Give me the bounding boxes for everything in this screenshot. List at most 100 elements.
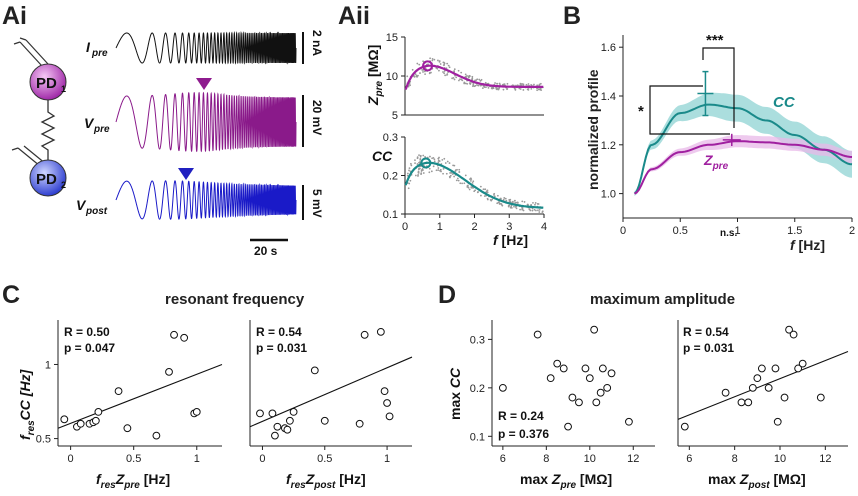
aii-top-scatter-point [466, 82, 469, 85]
d-left-point [575, 398, 583, 407]
aii-bottom-scatter-point [534, 203, 536, 206]
aii-top-scatter-point [495, 88, 498, 91]
c-left-xlabel-rest: Z [115, 471, 125, 487]
aii-top-scatter-point [460, 78, 463, 81]
aii-bottom-scatter-point [469, 180, 472, 182]
c-left-xlabel-rest-sub: pre [123, 480, 140, 491]
d-right-xtick-label: 8 [732, 453, 738, 465]
aii-bottom-scatter-point [514, 199, 516, 202]
c-left-stat-r: R = 0.50 [64, 325, 110, 339]
aii-top-scatter-point [464, 82, 467, 85]
aii-bottom-scatter-point [451, 173, 454, 175]
aii-bottom-scatter-point [514, 206, 517, 208]
c-right-xlabel-rest-sub: post [313, 480, 336, 491]
aii-bottom-scatter-point [455, 179, 458, 182]
c-left-point [114, 387, 123, 396]
aii-top-scatter-point [476, 78, 479, 81]
aii-bottom-scatter-point [444, 162, 447, 164]
d-right-point [737, 398, 746, 407]
aii-top-scatter-point [484, 81, 487, 84]
aii-bottom-scatter-point [496, 194, 499, 197]
c-right-point [320, 416, 329, 425]
aii-bottom-scatter-point [463, 182, 466, 185]
c-right-xlabel-sub: res [291, 480, 306, 491]
aii-bottom-scatter-point [501, 204, 504, 207]
aii-bottom-scatter-point [468, 188, 471, 191]
aii-bottom-scatter-point [410, 164, 413, 167]
aii-top-ylabel-sub: pre [374, 80, 385, 97]
aii-top-scatter-point [431, 57, 434, 60]
b-z-curve [634, 140, 853, 195]
d-left-point [498, 383, 507, 392]
d-left-xlabel: max Zpre [MΩ] [520, 471, 612, 491]
aii-bottom-scatter-point [442, 167, 445, 170]
c-right-point [271, 431, 279, 440]
resonance-marker-pre [196, 78, 212, 90]
d-left-point [625, 417, 633, 426]
aii-top-scatter-point [459, 78, 461, 81]
panel-label-d: D [438, 281, 456, 309]
aii-bottom-scatter-point [408, 169, 410, 172]
c-left-xtick-label: 0.5 [126, 453, 141, 465]
aii-top-scatter-point [479, 79, 482, 82]
c-ylabel-rest: CC [Hz] [17, 368, 33, 420]
aii-top-scatter-point [443, 61, 445, 64]
aii-bottom-scatter-point [480, 194, 482, 197]
c-left-ytick-label: 1 [45, 359, 51, 371]
aii-bottom-scatter-point [414, 162, 416, 164]
c-left-point [91, 416, 100, 425]
aii-top-ytick-label: 15 [386, 32, 398, 44]
aii-top-scatter-point [438, 69, 440, 72]
aii-bottom-scatter-point [453, 175, 455, 178]
d-right-point [798, 359, 807, 368]
aii-top-scatter-point [481, 87, 484, 90]
vpre-trace [115, 91, 297, 153]
aii-bottom-scatter-point [417, 170, 420, 173]
aii-top-scatter-point [437, 59, 439, 62]
c-right-point [289, 408, 298, 416]
vpost-label: V [76, 197, 87, 213]
pd1-subscript: 1 [61, 84, 66, 94]
aii-top-scatter-point [471, 75, 474, 78]
aii-bottom-scatter-point [414, 159, 416, 162]
aii-top-scatter-point [458, 79, 460, 82]
aii-top-scatter-point [487, 86, 490, 89]
aii-bottom-scatter-point [437, 167, 440, 169]
c-right-point [360, 330, 369, 339]
aii-bottom-scatter-point [498, 203, 501, 205]
aii-bottom-scatter-point [419, 154, 422, 157]
aii-xlabel-main: f [493, 232, 499, 248]
aii-bottom-scatter-point [464, 174, 467, 177]
aii-bottom-scatter-point [429, 155, 431, 158]
aii-top-scatter-point [527, 83, 530, 85]
aii-xtick-label: 3 [506, 221, 512, 233]
aii-top-scatter-point [502, 88, 505, 91]
aii-bottom-scatter-point [515, 207, 518, 210]
d-right-point [753, 374, 762, 383]
c-left-point [180, 333, 189, 342]
circuit-diagram: PD 1 PD 2 [11, 37, 67, 197]
c-left-xtick-label: 0 [68, 453, 74, 465]
aii-bottom-scatter-point [521, 200, 524, 203]
aii-bottom-scatter-point [508, 199, 511, 201]
b-xlabel: f [Hz] [790, 237, 825, 253]
d-right-point [816, 393, 825, 402]
aii-top-scatter-point [501, 83, 504, 86]
aii-top-scatter-point [522, 83, 525, 86]
aii-bottom-scatter-point [482, 188, 485, 191]
aii-bottom-scatter-point [473, 190, 476, 193]
aii-top-scatter-point [429, 57, 432, 60]
d-right-xlabel: max Zpost [MΩ] [708, 471, 806, 491]
b-cc-curve [633, 103, 853, 195]
aii-bottom-scatter-point [420, 169, 423, 171]
aii-bottom-scatter-point [453, 164, 456, 167]
vpre-label-sub: pre [93, 124, 110, 135]
aii-bottom-scatter-point [471, 181, 474, 184]
d-right-point [773, 417, 782, 426]
aii-bottom-scatter-point [441, 158, 444, 161]
c-left-xlabel-sub: res [101, 480, 116, 491]
aii-bottom-scatter-point [454, 170, 457, 172]
aii-bottom-scatter-point [445, 172, 448, 175]
c-right-point [376, 327, 385, 336]
